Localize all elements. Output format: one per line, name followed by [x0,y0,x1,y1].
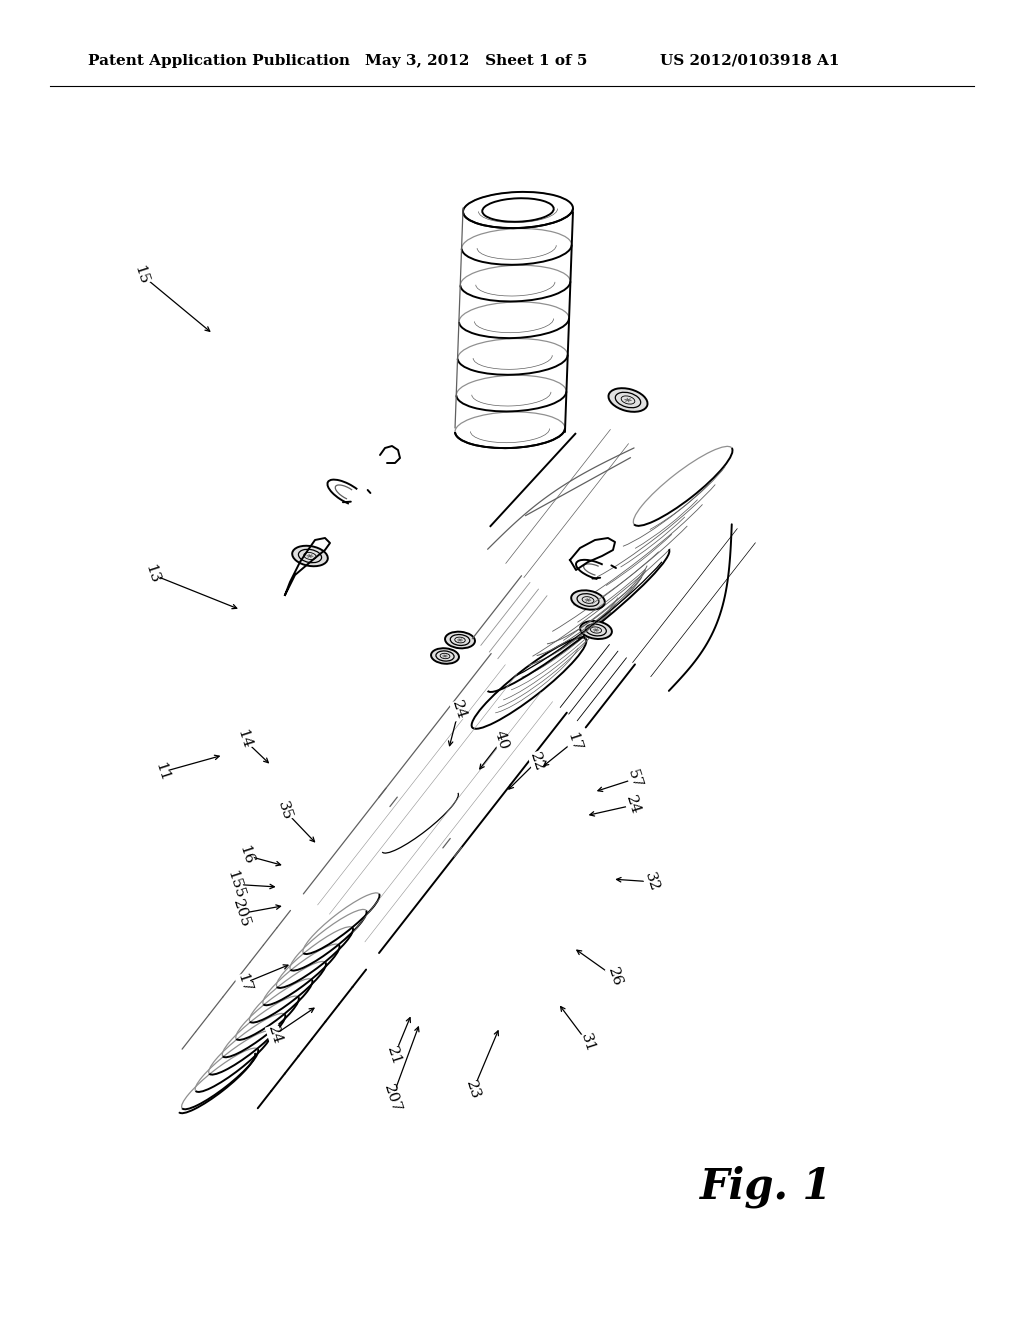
Text: 14: 14 [234,727,253,751]
Text: 13: 13 [142,562,161,586]
Text: 205: 205 [230,898,253,929]
Text: 24: 24 [624,793,642,817]
Text: 40: 40 [493,729,511,752]
Ellipse shape [431,648,459,664]
Text: Fig. 1: Fig. 1 [700,1166,833,1208]
Text: 17: 17 [564,730,583,754]
Text: 23: 23 [464,1078,482,1102]
Text: 16: 16 [237,843,255,867]
Text: 57: 57 [626,767,644,791]
Text: 24: 24 [450,698,468,722]
Text: 32: 32 [642,870,660,894]
Ellipse shape [571,590,605,610]
Text: 21: 21 [385,1044,403,1068]
Text: Patent Application Publication: Patent Application Publication [88,54,350,69]
Text: 31: 31 [579,1031,597,1055]
Text: 11: 11 [153,760,171,784]
Text: 26: 26 [605,965,624,989]
Text: 35: 35 [275,799,294,822]
Ellipse shape [581,620,612,639]
Ellipse shape [445,632,475,648]
Text: 15: 15 [132,263,151,286]
Text: 207: 207 [381,1082,403,1114]
Ellipse shape [292,545,328,566]
Text: 155: 155 [224,869,247,900]
Text: May 3, 2012   Sheet 1 of 5: May 3, 2012 Sheet 1 of 5 [365,54,588,69]
Text: US 2012/0103918 A1: US 2012/0103918 A1 [660,54,840,69]
Text: 17: 17 [234,972,253,995]
Text: 24: 24 [265,1023,284,1047]
Ellipse shape [608,388,647,412]
Text: 22: 22 [527,750,546,774]
